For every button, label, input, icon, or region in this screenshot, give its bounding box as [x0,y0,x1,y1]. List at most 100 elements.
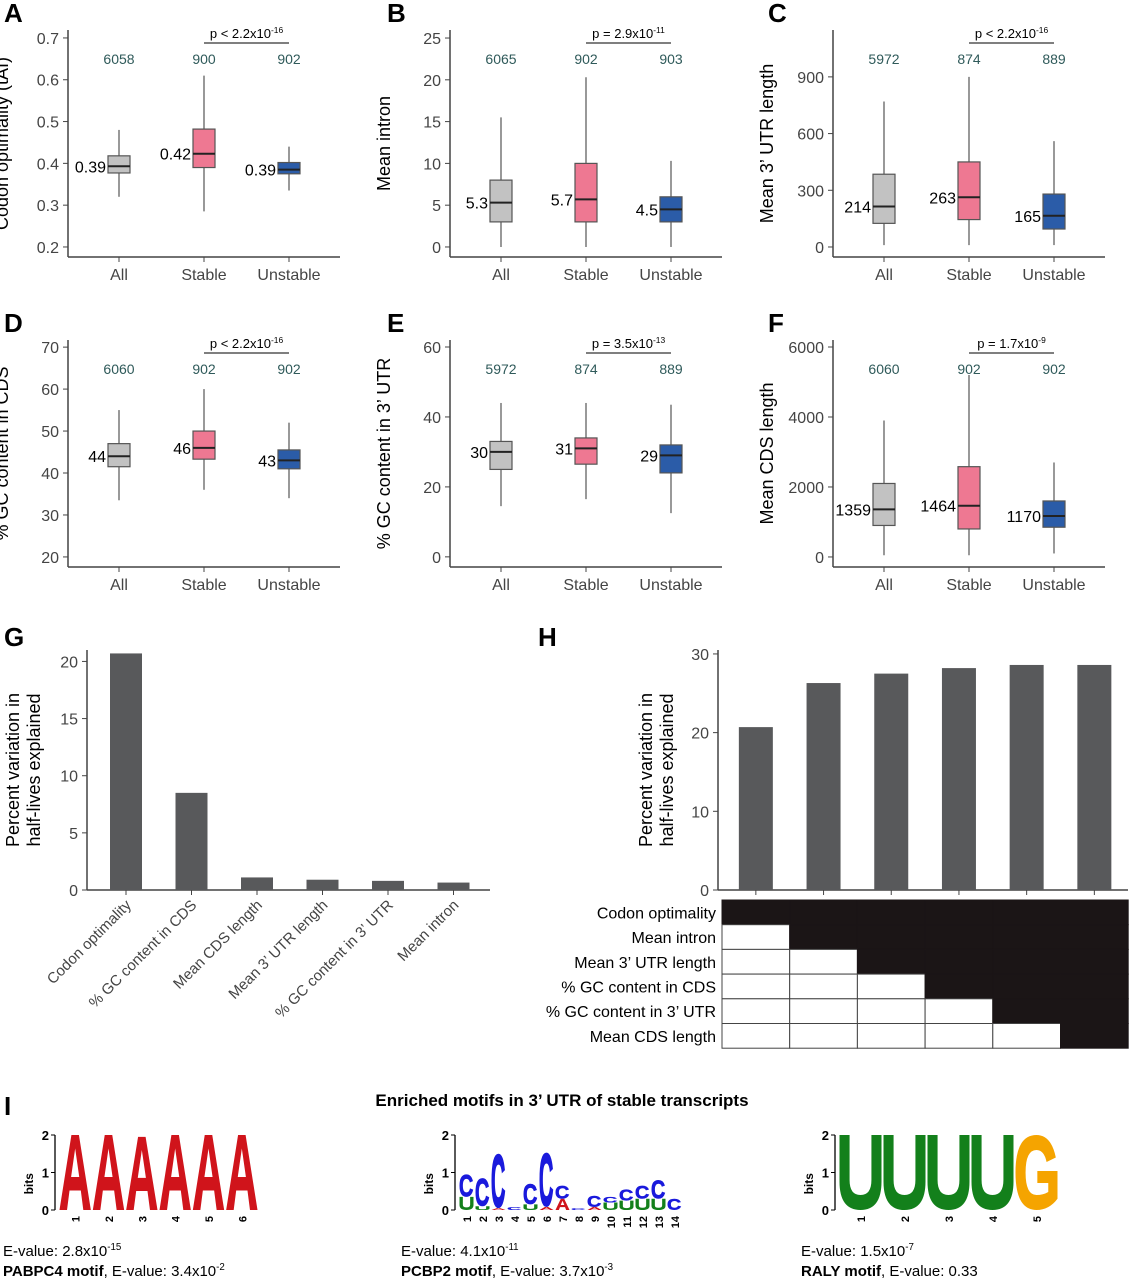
x-tick-label: All [492,267,510,284]
matrix-cell-excluded [721,1023,791,1049]
logo-y-tick-label: 1 [822,1166,829,1181]
panel-letter-I: I [4,1091,11,1121]
logo-position-label: 7 [558,1216,570,1222]
matrix-cell-included [992,973,1061,1000]
y-tick-label: 0.2 [37,240,59,257]
n-label: 900 [192,51,216,67]
text-exponent: -11 [505,1242,518,1253]
x-tick-label: Stable [181,267,226,284]
logo-letter-A [192,1135,225,1210]
matrix-cell-included [856,924,926,950]
panel-letter-B: B [387,0,406,28]
matrix-row-label: Mean CDS length [590,1029,716,1046]
y-tick-label: 6000 [788,340,824,357]
matrix-cell-included [992,899,1061,926]
box-stable [957,161,981,221]
text-base: p < 2.2x10 [210,26,271,41]
text-base: p = 1.7x10 [977,336,1038,351]
logo-y-axis-title: bits [422,1173,436,1195]
n-label: 6058 [103,51,134,67]
matrix-cell-included [924,948,994,975]
y-axis-title: half-lives explained [657,693,677,846]
box-unstable [1042,500,1066,528]
panel-letter-C: C [768,0,787,28]
y-axis-title: Codon optimality (tAI) [0,57,12,230]
y-tick-label: 0.7 [37,31,59,48]
logo-letter-C [603,1196,618,1203]
median-label: 31 [555,441,573,458]
matrix-cell-excluded [856,1023,926,1049]
text-exponent: -9 [1038,335,1046,345]
logo-letter-U [651,1198,666,1210]
n-label: 874 [957,51,981,67]
panel-letter-H: H [538,622,557,652]
boxplot-E: 0 20 40 60 % GC content in 3’ UTR All 30 5972 St… [374,335,722,594]
median-label: 263 [929,190,956,207]
y-tick-label: 0 [815,240,824,257]
median-label: 0.42 [160,147,191,164]
median-label: 5.3 [466,196,488,213]
motif-name: PCBP2 motif [401,1263,493,1280]
box-all [489,179,513,223]
n-label: 903 [659,51,683,67]
logo-letter-C [507,1207,522,1210]
box-all [489,440,513,471]
x-tick-label: Unstable [639,577,702,594]
x-tick-label: Unstable [639,267,702,284]
y-tick-label: 40 [41,466,59,483]
median-label: 1464 [920,499,956,516]
logo-position-label: 9 [590,1216,602,1222]
y-tick-label: 10 [691,804,709,821]
logo-position-label: 3 [944,1216,956,1222]
p-value-label: p < 2.2x10-16 [975,25,1049,41]
logo-letter-A [539,1207,554,1210]
matrix-cell-excluded [721,973,791,1000]
logo-position-label: 2 [104,1216,116,1222]
text-base: E-value: 2.8x10 [3,1243,107,1260]
x-tick-label: % GC content in CDS [86,897,201,1012]
text-base: E-value: 1.5x10 [801,1243,905,1260]
y-tick-label: 0 [69,883,78,900]
matrix-cell-included [1060,998,1129,1024]
p-value-label: p = 3.5x10-13 [592,335,666,351]
matrix-cell-included [721,899,791,926]
box-stable [957,466,981,530]
n-label: 902 [957,361,981,377]
n-label: 902 [277,361,301,377]
box-all [107,155,131,174]
matrix-cell-included [1060,948,1129,975]
matrix-cell-included [924,924,994,950]
logo-letter-C [459,1174,474,1197]
y-tick-label: 20 [691,726,709,743]
logo-letter-U [603,1202,618,1210]
x-tick-label: Stable [563,267,608,284]
logo-y-tick-label: 2 [822,1128,829,1143]
x-tick-label: All [492,577,510,594]
barchart-H: 0 10 20 30 Percent variation in half-lives ex… [546,647,1129,1049]
logo-letter-C [667,1198,682,1210]
y-tick-label: 50 [41,424,59,441]
y-tick-label: 10 [60,769,78,786]
motif-name: PABPC4 motif [3,1263,105,1280]
logo-letter-A [126,1136,158,1210]
matrix-cell-included [992,948,1061,975]
x-tick-label: Unstable [257,267,320,284]
n-label: 874 [574,361,598,377]
matrix-cell-included [789,899,858,926]
logo-position-label: 3 [494,1216,506,1222]
logo-letter-U [839,1135,882,1210]
n-label: 902 [277,51,301,67]
panel-letter-A: A [4,0,23,28]
n-label: 6060 [868,361,899,377]
y-tick-label: 60 [41,382,59,399]
x-tick-label: Stable [946,267,991,284]
matrix-row-label: Mean 3’ UTR length [574,955,716,972]
boxplot-F: 0 2000 4000 6000 Mean CDS length All 1359 6060 S… [757,335,1105,594]
logo-letter-U [475,1206,490,1210]
x-tick-label: Unstable [1022,267,1085,284]
logo-y-tick-label: 2 [42,1128,49,1143]
text-exponent: -16 [271,335,284,345]
logo-position-label: 1 [856,1216,868,1222]
median-label: 30 [470,445,488,462]
barchart-G: 0 5 10 15 20 Percent variation in half-lives e… [3,650,490,1022]
